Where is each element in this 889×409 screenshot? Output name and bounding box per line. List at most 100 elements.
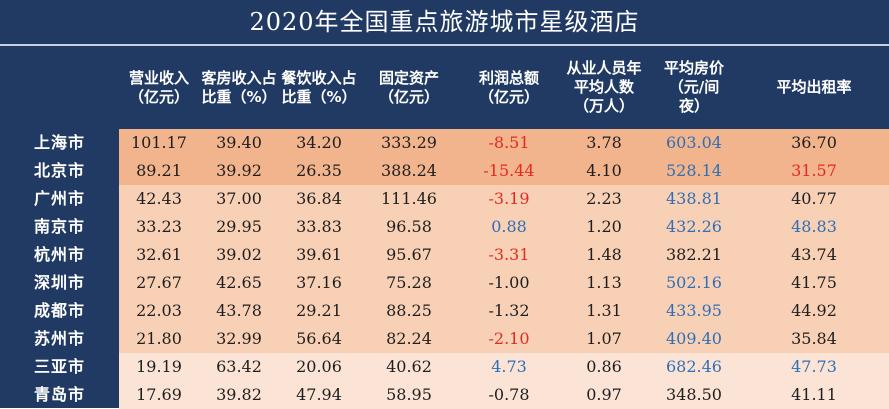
table-cell: 21.80: [136, 329, 182, 348]
table-cell: 682.46: [666, 357, 722, 376]
table-cell: 47.73: [791, 357, 837, 376]
column-header: 平均房价 （元/间 夜）: [663, 59, 724, 115]
table-cell: 39.40: [216, 133, 262, 152]
column-header: 固定资产 （亿元）: [378, 68, 439, 106]
column-header: 客房收入占 比重（%）: [201, 68, 277, 106]
table-cell: 48.83: [791, 217, 837, 236]
table-cell: 63.42: [216, 357, 262, 376]
table-cell: 33.23: [136, 217, 182, 236]
table-cell: 41.11: [791, 385, 837, 404]
table-cell: 29.21: [296, 301, 342, 320]
table-cell: 29.95: [216, 217, 262, 236]
table-cell: 35.84: [791, 329, 837, 348]
table-cell: 40.62: [386, 357, 432, 376]
table-cell: 75.28: [386, 273, 432, 292]
row-city-label: 青岛市: [33, 385, 85, 404]
table-cell: -3.19: [488, 189, 530, 208]
table-cell: -1.32: [488, 301, 530, 320]
table-cell: 1.31: [586, 301, 622, 320]
table-cell: 1.07: [586, 329, 622, 348]
table-cell: 36.70: [791, 133, 837, 152]
table-cell: 603.04: [666, 133, 722, 152]
table-cell: 42.43: [136, 189, 182, 208]
table-cell: 39.92: [216, 161, 262, 180]
column-header: 餐饮收入占 比重（%）: [281, 68, 357, 106]
row-city-label: 南京市: [33, 217, 85, 236]
table-cell: 111.46: [381, 189, 437, 208]
row-city-label: 苏州市: [33, 329, 85, 348]
table-cell: 34.20: [296, 133, 342, 152]
table-cell: 96.58: [386, 217, 432, 236]
table-row: 27.67 42.65 37.16 75.28 -1.00 1.13 502.16 41.75: [119, 269, 889, 297]
title-divider: [0, 44, 889, 46]
table-row: 42.43 37.00 36.84 111.46 -3.19 2.23 438.81 40.7…: [119, 185, 889, 213]
table-cell: 438.81: [666, 189, 722, 208]
table-cell: 33.83: [296, 217, 342, 236]
table-cell: -8.51: [488, 133, 530, 152]
table-cell: 1.13: [586, 273, 622, 292]
row-city-label: 杭州市: [33, 245, 85, 264]
table-cell: 42.65: [216, 273, 262, 292]
table-cell: 22.03: [136, 301, 182, 320]
table-cell: 26.35: [296, 161, 342, 180]
table-cell: 39.61: [296, 245, 342, 264]
table-cell: -2.10: [488, 329, 530, 348]
table-cell: 37.00: [216, 189, 262, 208]
row-city-label: 成都市: [33, 301, 85, 320]
table-cell: 39.02: [216, 245, 262, 264]
table-row: 22.03 43.78 29.21 88.25 -1.32 1.31 433.95 44.92: [119, 297, 889, 325]
table-cell: 4.10: [586, 161, 622, 180]
row-city-label: 上海市: [33, 133, 85, 152]
table-cell: 43.78: [216, 301, 262, 320]
table-cell: 0.88: [491, 217, 527, 236]
table-cell: 432.26: [666, 217, 722, 236]
table-cell: 382.21: [666, 245, 722, 264]
table-cell: 95.67: [386, 245, 432, 264]
table-cell: 32.99: [216, 329, 262, 348]
table-cell: 27.67: [136, 273, 182, 292]
table-title: 2020年全国重点旅游城市星级酒店: [249, 8, 640, 36]
column-header: 利润总额 （亿元）: [478, 68, 539, 106]
table-row: 89.21 39.92 26.35 388.24 -15.44 4.10 528.14 31.…: [119, 157, 889, 185]
table-cell: 2.23: [586, 189, 622, 208]
row-city-label: 北京市: [33, 161, 85, 180]
table-cell: 3.78: [586, 133, 622, 152]
table-cell: 58.95: [386, 385, 432, 404]
table-cell: 89.21: [136, 161, 182, 180]
table-row: 17.69 39.82 47.94 58.95 -0.78 0.97 348.50 41.11: [119, 381, 889, 409]
table-cell: -3.31: [488, 245, 530, 264]
row-city-label: 三亚市: [33, 357, 85, 376]
table-cell: 40.77: [791, 189, 837, 208]
table-cell: -1.00: [488, 273, 530, 292]
table-cell: 1.20: [586, 217, 622, 236]
table-cell: 17.69: [136, 385, 182, 404]
table-cell: 47.94: [296, 385, 342, 404]
table-cell: 4.73: [491, 357, 527, 376]
table-row: 32.61 39.02 39.61 95.67 -3.31 1.48 382.21 43.74: [119, 241, 889, 269]
table-row: 33.23 29.95 33.83 96.58 0.88 1.20 432.26 48.83: [119, 213, 889, 241]
table-cell: 0.97: [586, 385, 622, 404]
table-row: 21.80 32.99 56.64 82.24 -2.10 1.07 409.40 35.84: [119, 325, 889, 353]
table-cell: 0.86: [586, 357, 622, 376]
table-cell: 36.84: [296, 189, 342, 208]
column-header: 营业收入 （亿元）: [128, 68, 189, 106]
table-cell: 1.48: [586, 245, 622, 264]
table-cell: 82.24: [386, 329, 432, 348]
column-header: 从业人员年 平均人数 （万人）: [566, 59, 642, 115]
table-cell: 528.14: [666, 161, 722, 180]
table-cell: 19.19: [136, 357, 182, 376]
table-cell: 31.57: [791, 161, 837, 180]
table-cell: 56.64: [296, 329, 342, 348]
table-cell: 37.16: [296, 273, 342, 292]
table-cell: 43.74: [791, 245, 837, 264]
table-cell: -0.78: [488, 385, 530, 404]
table-cell: 348.50: [666, 385, 722, 404]
table-cell: -15.44: [483, 161, 535, 180]
table-cell: 39.82: [216, 385, 262, 404]
table-cell: 20.06: [296, 357, 342, 376]
table-cell: 502.16: [666, 273, 722, 292]
table-row: 19.19 63.42 20.06 40.62 4.73 0.86 682.46 47.73: [119, 353, 889, 381]
table-cell: 32.61: [136, 245, 182, 264]
row-city-label: 广州市: [33, 189, 85, 208]
